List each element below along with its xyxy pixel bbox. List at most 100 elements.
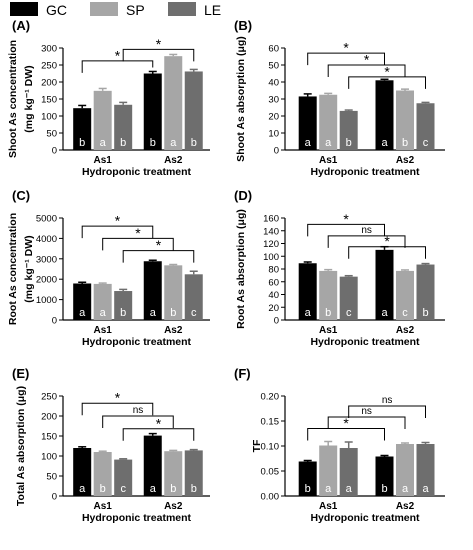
y-tick-label: 60 (268, 277, 279, 288)
comparison-label: * (343, 415, 349, 431)
comparison-label: * (343, 40, 349, 56)
significance-letter: b (150, 137, 156, 149)
comparison-label: * (384, 233, 390, 249)
y-axis-label: Shoot As absorption (μg) (235, 36, 247, 162)
bar-gc-as2 (143, 73, 162, 150)
y-tick-label: 40 (268, 78, 279, 89)
y-tick-label: 60 (268, 44, 279, 55)
comparison-label: * (115, 47, 121, 63)
category-label: As2 (164, 501, 183, 512)
y-tick-label: 0 (52, 316, 57, 327)
category-label: As2 (164, 155, 183, 166)
bar-sp-as2 (396, 90, 414, 150)
bar-gc-as1 (73, 448, 92, 496)
y-tick-label: 200 (41, 412, 57, 423)
category-label: As2 (396, 155, 415, 166)
y-tick-label: 20 (268, 112, 279, 123)
significance-letter: a (325, 137, 332, 149)
y-tick-label: 50 (46, 472, 57, 483)
bar-gc-as2 (375, 249, 394, 320)
bar-sp-as2 (164, 265, 183, 320)
bar-sp-as1 (93, 452, 112, 496)
x-axis-label: Hydroponic treatment (82, 512, 192, 524)
y-tick-label: 120 (263, 239, 279, 250)
significance-letter: b (305, 483, 311, 495)
significance-letter: a (402, 483, 409, 495)
bar-gc-as1 (73, 283, 92, 320)
bar-le-as1 (114, 291, 133, 320)
comparison-bracket (122, 48, 195, 62)
significance-letter: a (100, 307, 107, 319)
y-tick-label: 4000 (36, 234, 57, 245)
significance-letter: a (325, 483, 332, 495)
bar-sp-as1 (319, 94, 338, 150)
y-tick-label: 0 (52, 492, 57, 503)
bar-sp-as1 (93, 90, 112, 150)
y-axis-label: Root As absorption (μg) (235, 209, 247, 329)
y-tick-label: 50 (46, 129, 57, 140)
significance-letter: a (170, 137, 177, 149)
panel-a: (A) 0 50 100 150 200 250 300 Shoot As concentrat… (7, 18, 210, 178)
bar-le-as2 (416, 103, 435, 150)
y-axis-label: (mg kg⁻¹ DW) (23, 65, 35, 132)
significance-letter: b (402, 137, 408, 149)
bar-le-as1 (339, 276, 358, 320)
y-tick-label: 30 (268, 95, 279, 106)
panel-b: (B) 0 10 20 30 40 50 60 Shoot As absorption (μg)… (234, 18, 445, 178)
legend: GC SP LE (10, 2, 221, 18)
comparison-bracket (307, 428, 385, 441)
comparison-label: * (364, 52, 370, 68)
legend-label: LE (204, 2, 221, 18)
comparison-bracket (348, 246, 426, 259)
y-axis-label: Root As concentration (7, 213, 19, 325)
y-tick-label: 0.05 (261, 467, 280, 478)
category-label: As2 (164, 325, 183, 336)
comparison-label: ns (382, 395, 393, 406)
y-tick-label: 80 (268, 265, 279, 276)
bar-le-as2 (184, 450, 203, 496)
category-label: As1 (319, 325, 338, 336)
comparison-label: * (156, 36, 162, 52)
legend-label: GC (46, 2, 67, 18)
comparison-label: ns (133, 405, 144, 416)
panel-label: (C) (12, 188, 30, 203)
x-axis-label: Hydroponic treatment (310, 336, 420, 348)
significance-letter: b (422, 307, 428, 319)
significance-letter: a (150, 483, 157, 495)
bar-le-as2 (416, 444, 435, 496)
bar-sp-as1 (319, 445, 338, 496)
legend-swatch-gc (10, 2, 38, 16)
y-tick-label: 1000 (36, 295, 57, 306)
y-tick-label: 0.00 (261, 492, 280, 503)
y-tick-label: 250 (41, 61, 57, 72)
y-tick-label: 0.20 (261, 392, 280, 403)
significance-letter: a (150, 307, 157, 319)
comparison-bracket (81, 225, 154, 239)
significance-letter: b (381, 483, 387, 495)
legend-label: SP (126, 2, 145, 18)
category-label: As1 (319, 155, 338, 166)
panel-label: (E) (12, 366, 29, 381)
significance-letter: b (346, 137, 352, 149)
y-tick-label: 150 (41, 95, 57, 106)
panel-e: (E) 0 50 100 150 200 250 Total As absorption (μ… (12, 366, 210, 524)
y-axis-label: Shoot As concentration (7, 40, 19, 158)
comparison-bracket (327, 64, 406, 77)
significance-letter: b (191, 137, 197, 149)
category-label: As1 (94, 501, 113, 512)
panel-c: (C) 0 1000 2000 3000 4000 5000 Root As concentr… (7, 188, 210, 348)
significance-letter: c (346, 307, 352, 319)
comparison-bracket (348, 405, 426, 418)
y-tick-label: 140 (263, 226, 279, 237)
bar-gc-as1 (73, 108, 92, 150)
comparison-label: * (135, 225, 141, 241)
significance-letter: b (100, 483, 106, 495)
significance-letter: a (381, 137, 388, 149)
y-tick-label: 40 (268, 290, 279, 301)
bar-le-as2 (416, 264, 435, 320)
comparison-bracket (307, 52, 385, 66)
y-tick-label: 150 (41, 432, 57, 443)
comparison-bracket (327, 235, 406, 248)
bar-le-as1 (114, 104, 133, 150)
y-tick-label: 50 (268, 61, 279, 72)
